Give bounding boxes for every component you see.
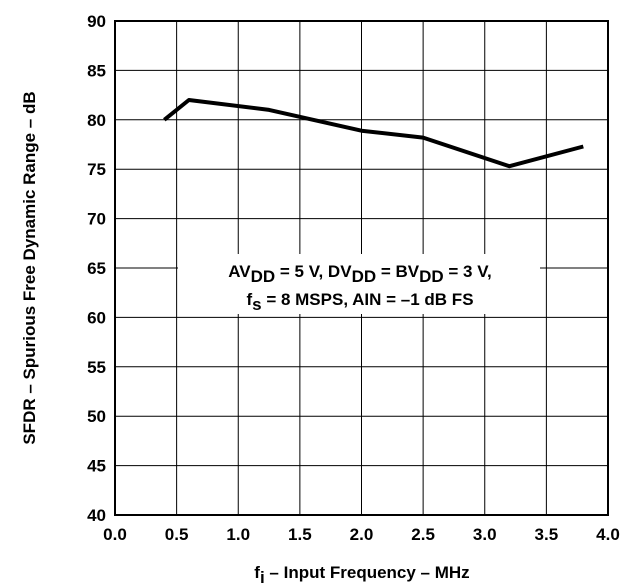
x-tick-label: 1.0: [226, 525, 250, 544]
y-tick-label: 55: [87, 358, 106, 377]
x-tick-label: 3.0: [473, 525, 497, 544]
y-tick-label: 45: [87, 457, 106, 476]
y-tick-label: 85: [87, 61, 106, 80]
y-tick-label: 40: [87, 506, 106, 525]
y-tick-label: 65: [87, 259, 106, 278]
x-tick-label: 1.5: [288, 525, 312, 544]
x-tick-label: 2.5: [411, 525, 435, 544]
x-tick-label: 3.5: [535, 525, 559, 544]
x-tick-labels: 0.0 0.5 1.0 1.5 2.0 2.5 3.0 3.5 4.0: [103, 525, 620, 544]
y-tick-label: 60: [87, 308, 106, 327]
y-tick-label: 90: [87, 12, 106, 31]
y-tick-label: 50: [87, 407, 106, 426]
x-axis-title: fi – Input Frequency – MHz: [254, 563, 469, 587]
annotation-box: AVDD = 5 V, DVDD = BVDD = 3 V, fs = 8 MS…: [178, 254, 540, 314]
x-tick-label: 2.0: [350, 525, 374, 544]
series-group: [164, 100, 583, 166]
y-tick-label: 70: [87, 210, 106, 229]
x-tick-label: 0.5: [165, 525, 189, 544]
y-tick-labels: 40 45 50 55 60 65 70 75 80 85 90: [87, 12, 106, 525]
series-line: [164, 100, 583, 166]
y-tick-label: 80: [87, 111, 106, 130]
x-tick-label: 4.0: [596, 525, 620, 544]
y-axis-title: SFDR – Spurious Free Dynamic Range – dB: [20, 91, 39, 444]
x-tick-label: 0.0: [103, 525, 127, 544]
y-tick-label: 75: [87, 160, 106, 179]
